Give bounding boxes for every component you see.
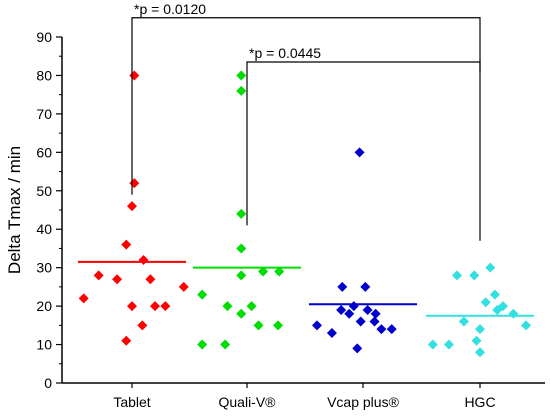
data-point xyxy=(121,239,132,250)
data-point xyxy=(236,208,247,219)
data-point xyxy=(480,297,491,308)
data-point xyxy=(138,254,149,265)
significance-bracket: *p = 0.0445 xyxy=(246,45,481,241)
data-points xyxy=(78,70,531,358)
data-point xyxy=(355,316,366,327)
y-axis-label: Delta Tmax / min xyxy=(5,146,24,274)
data-point xyxy=(222,301,233,312)
data-point xyxy=(312,320,322,331)
data-point xyxy=(236,270,247,281)
data-point xyxy=(485,262,496,273)
data-point xyxy=(112,274,123,285)
data-point xyxy=(236,85,247,96)
data-point xyxy=(498,301,508,312)
y-tick-label: 20 xyxy=(36,298,52,314)
data-point xyxy=(150,301,160,312)
data-point xyxy=(427,339,438,350)
data-point xyxy=(121,335,132,346)
data-point xyxy=(253,320,264,331)
data-point xyxy=(443,339,454,350)
data-point xyxy=(258,266,269,277)
data-point xyxy=(93,270,104,281)
data-point xyxy=(129,70,140,81)
y-tick-label: 80 xyxy=(36,67,52,83)
data-point xyxy=(376,324,387,335)
y-tick-label: 50 xyxy=(36,183,52,199)
data-point xyxy=(521,320,531,331)
data-point xyxy=(145,274,156,285)
data-point xyxy=(197,339,208,350)
y-tick-label: 70 xyxy=(36,106,52,122)
data-point xyxy=(386,324,397,335)
data-point xyxy=(469,270,480,281)
data-point xyxy=(197,289,208,300)
data-point xyxy=(475,324,485,335)
x-tick-label: Quali-V® xyxy=(219,394,277,410)
axes: 0 10 20 30 40 50 60 70 80 90 Tablet Quali-V® Vcap pl… xyxy=(36,29,545,410)
y-tick-label: 10 xyxy=(36,337,52,353)
data-point xyxy=(489,289,500,300)
data-point xyxy=(508,308,519,319)
data-point xyxy=(337,281,348,292)
data-point xyxy=(160,301,171,312)
p-value-label: *p = 0.0445 xyxy=(249,45,321,61)
data-point xyxy=(348,301,359,312)
data-point xyxy=(369,316,380,327)
data-point xyxy=(354,147,365,158)
data-point xyxy=(360,281,371,292)
data-point xyxy=(326,328,337,339)
data-point xyxy=(236,308,247,319)
x-tick-label: Vcap plus® xyxy=(327,394,399,410)
data-point xyxy=(273,320,284,331)
data-point xyxy=(236,70,247,81)
data-point xyxy=(236,243,247,254)
mean-lines xyxy=(77,260,535,317)
bracket-line xyxy=(131,17,481,195)
data-point xyxy=(370,308,381,319)
data-point xyxy=(127,301,137,312)
data-point xyxy=(246,301,257,312)
data-point xyxy=(344,308,355,319)
data-point xyxy=(362,304,373,315)
data-point xyxy=(137,320,148,331)
data-point xyxy=(471,335,482,346)
bracket-line xyxy=(246,61,481,241)
data-point xyxy=(352,343,363,354)
data-point xyxy=(452,270,462,281)
data-point xyxy=(129,178,140,189)
y-tick-label: 0 xyxy=(44,375,52,391)
data-point xyxy=(78,293,89,304)
data-point xyxy=(127,201,137,212)
data-point xyxy=(475,347,485,358)
y-tick-label: 30 xyxy=(36,260,52,276)
p-value-label: *p = 0.0120 xyxy=(134,1,206,17)
y-tick-label: 40 xyxy=(36,221,52,237)
significance-bracket: *p = 0.0120 xyxy=(131,1,481,195)
data-point xyxy=(458,316,469,327)
data-point xyxy=(220,339,231,350)
data-point xyxy=(336,304,347,315)
x-tick-label: HGC xyxy=(464,394,495,410)
y-tick-label: 60 xyxy=(36,144,52,160)
data-point xyxy=(274,266,285,277)
x-tick-label: Tablet xyxy=(113,394,150,410)
significance-brackets: *p = 0.0120 *p = 0.0445 xyxy=(131,1,481,241)
data-point xyxy=(178,281,189,292)
y-tick-label: 90 xyxy=(36,29,52,45)
